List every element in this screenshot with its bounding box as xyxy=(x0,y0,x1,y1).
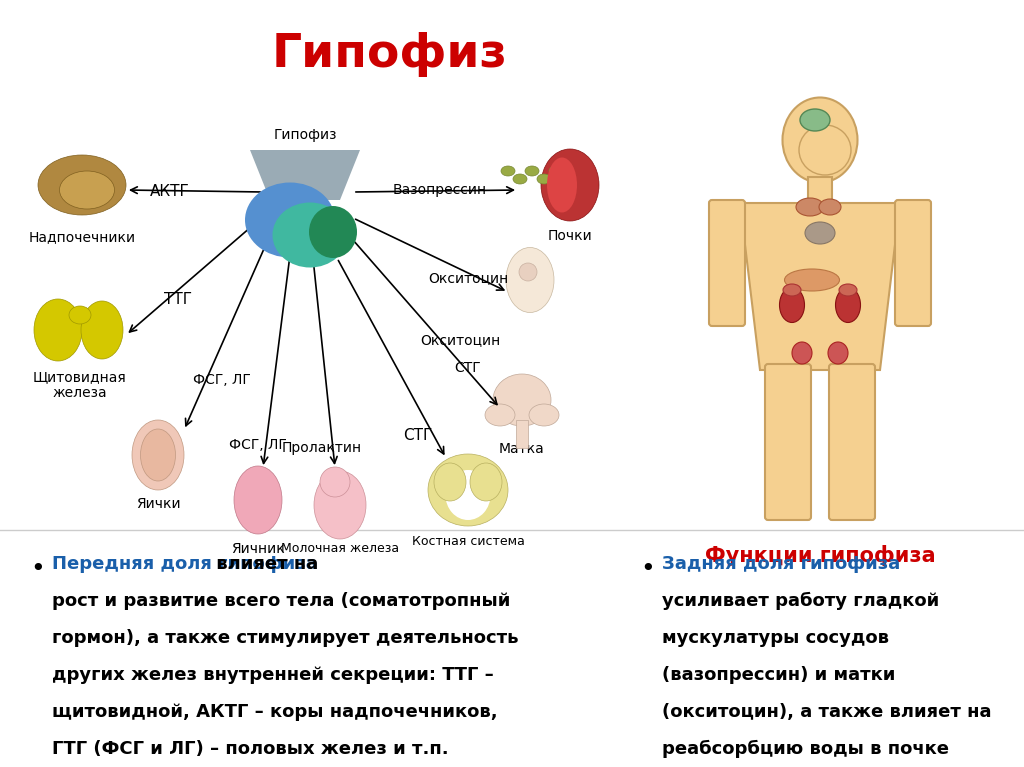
Text: Функции гипофиза: Функции гипофиза xyxy=(705,545,935,566)
Ellipse shape xyxy=(782,97,857,183)
Text: (окситоцин), а также влияет на: (окситоцин), а также влияет на xyxy=(662,703,991,721)
Ellipse shape xyxy=(34,299,82,361)
Text: Окситоцин: Окситоцин xyxy=(428,271,508,285)
Text: Вазопрессин: Вазопрессин xyxy=(393,183,487,197)
Ellipse shape xyxy=(519,263,537,281)
Text: влияет на: влияет на xyxy=(210,555,318,573)
Text: Молочная железа: Молочная железа xyxy=(281,542,399,555)
Ellipse shape xyxy=(828,342,848,364)
Ellipse shape xyxy=(314,471,366,539)
Text: Задняя доля гипофиза: Задняя доля гипофиза xyxy=(662,555,900,573)
Ellipse shape xyxy=(792,342,812,364)
Text: Яичник: Яичник xyxy=(231,542,285,556)
Ellipse shape xyxy=(319,467,350,497)
Ellipse shape xyxy=(234,466,282,534)
Text: •: • xyxy=(30,557,45,581)
Ellipse shape xyxy=(59,171,115,209)
Text: Матка: Матка xyxy=(499,442,545,456)
Ellipse shape xyxy=(779,288,805,322)
Text: гормон), а также стимулирует деятельность: гормон), а также стимулирует деятельност… xyxy=(52,629,518,647)
Ellipse shape xyxy=(819,199,841,215)
Text: Щитовидная
железа: Щитовидная железа xyxy=(33,370,127,400)
FancyBboxPatch shape xyxy=(709,200,745,326)
Text: щитовидной, АКТГ – коры надпочечников,: щитовидной, АКТГ – коры надпочечников, xyxy=(52,703,498,721)
Text: (вазопрессин) и матки: (вазопрессин) и матки xyxy=(662,666,895,684)
Ellipse shape xyxy=(470,463,502,501)
Text: Гипофиз: Гипофиз xyxy=(273,128,337,142)
Text: СТГ: СТГ xyxy=(455,361,481,375)
Text: Яички: Яички xyxy=(136,497,180,511)
Bar xyxy=(808,177,831,205)
Text: реабсорбцию воды в почке: реабсорбцию воды в почке xyxy=(662,740,949,758)
Ellipse shape xyxy=(549,166,563,176)
FancyBboxPatch shape xyxy=(829,364,874,520)
Ellipse shape xyxy=(69,306,91,324)
Bar xyxy=(516,420,528,448)
Text: Почки: Почки xyxy=(548,229,592,243)
Ellipse shape xyxy=(501,166,515,176)
Ellipse shape xyxy=(800,109,830,131)
Text: ГТГ (ФСГ и ЛГ) – половых желез и т.п.: ГТГ (ФСГ и ЛГ) – половых желез и т.п. xyxy=(52,740,449,758)
Text: мускулатуры сосудов: мускулатуры сосудов xyxy=(662,629,889,647)
Polygon shape xyxy=(250,150,360,200)
Ellipse shape xyxy=(506,248,554,312)
Text: •: • xyxy=(640,557,654,581)
Ellipse shape xyxy=(434,463,466,501)
Ellipse shape xyxy=(805,222,835,244)
Text: усиливает работу гладкой: усиливает работу гладкой xyxy=(662,592,939,611)
Text: ТТГ: ТТГ xyxy=(164,292,193,308)
Ellipse shape xyxy=(140,429,175,481)
Ellipse shape xyxy=(81,301,123,359)
Ellipse shape xyxy=(547,157,577,212)
Ellipse shape xyxy=(537,174,551,184)
Text: других желез внутренней секреции: ТТГ –: других желез внутренней секреции: ТТГ – xyxy=(52,666,494,684)
Ellipse shape xyxy=(784,269,840,291)
Ellipse shape xyxy=(836,288,860,322)
FancyBboxPatch shape xyxy=(765,364,811,520)
Text: ФСГ, ЛГ: ФСГ, ЛГ xyxy=(194,373,251,387)
Ellipse shape xyxy=(839,284,857,296)
Ellipse shape xyxy=(132,420,184,490)
Text: Костная система: Костная система xyxy=(412,535,524,548)
Ellipse shape xyxy=(309,206,357,258)
Ellipse shape xyxy=(796,198,824,216)
Ellipse shape xyxy=(529,404,559,426)
Polygon shape xyxy=(740,203,900,370)
Ellipse shape xyxy=(541,149,599,221)
Ellipse shape xyxy=(799,125,851,175)
Text: Гипофиз: Гипофиз xyxy=(272,32,508,77)
Text: АКТГ: АКТГ xyxy=(151,185,189,199)
Text: Передняя доля гипофиза: Передняя доля гипофиза xyxy=(52,555,317,573)
Text: Надпочечники: Надпочечники xyxy=(29,230,135,244)
FancyBboxPatch shape xyxy=(895,200,931,326)
Ellipse shape xyxy=(513,174,527,184)
Text: СТГ: СТГ xyxy=(403,427,432,443)
Ellipse shape xyxy=(428,454,508,526)
Ellipse shape xyxy=(38,155,126,215)
Ellipse shape xyxy=(272,202,347,268)
Ellipse shape xyxy=(525,166,539,176)
Ellipse shape xyxy=(493,374,551,426)
Text: Окситоцин: Окситоцин xyxy=(420,333,500,347)
Ellipse shape xyxy=(445,470,490,520)
Text: ФСГ, ЛГ: ФСГ, ЛГ xyxy=(229,438,287,452)
Text: рост и развитие всего тела (соматотропный: рост и развитие всего тела (соматотропны… xyxy=(52,592,510,610)
Text: Пролактин: Пролактин xyxy=(282,441,362,455)
Ellipse shape xyxy=(783,284,801,296)
Ellipse shape xyxy=(485,404,515,426)
Ellipse shape xyxy=(245,183,335,258)
